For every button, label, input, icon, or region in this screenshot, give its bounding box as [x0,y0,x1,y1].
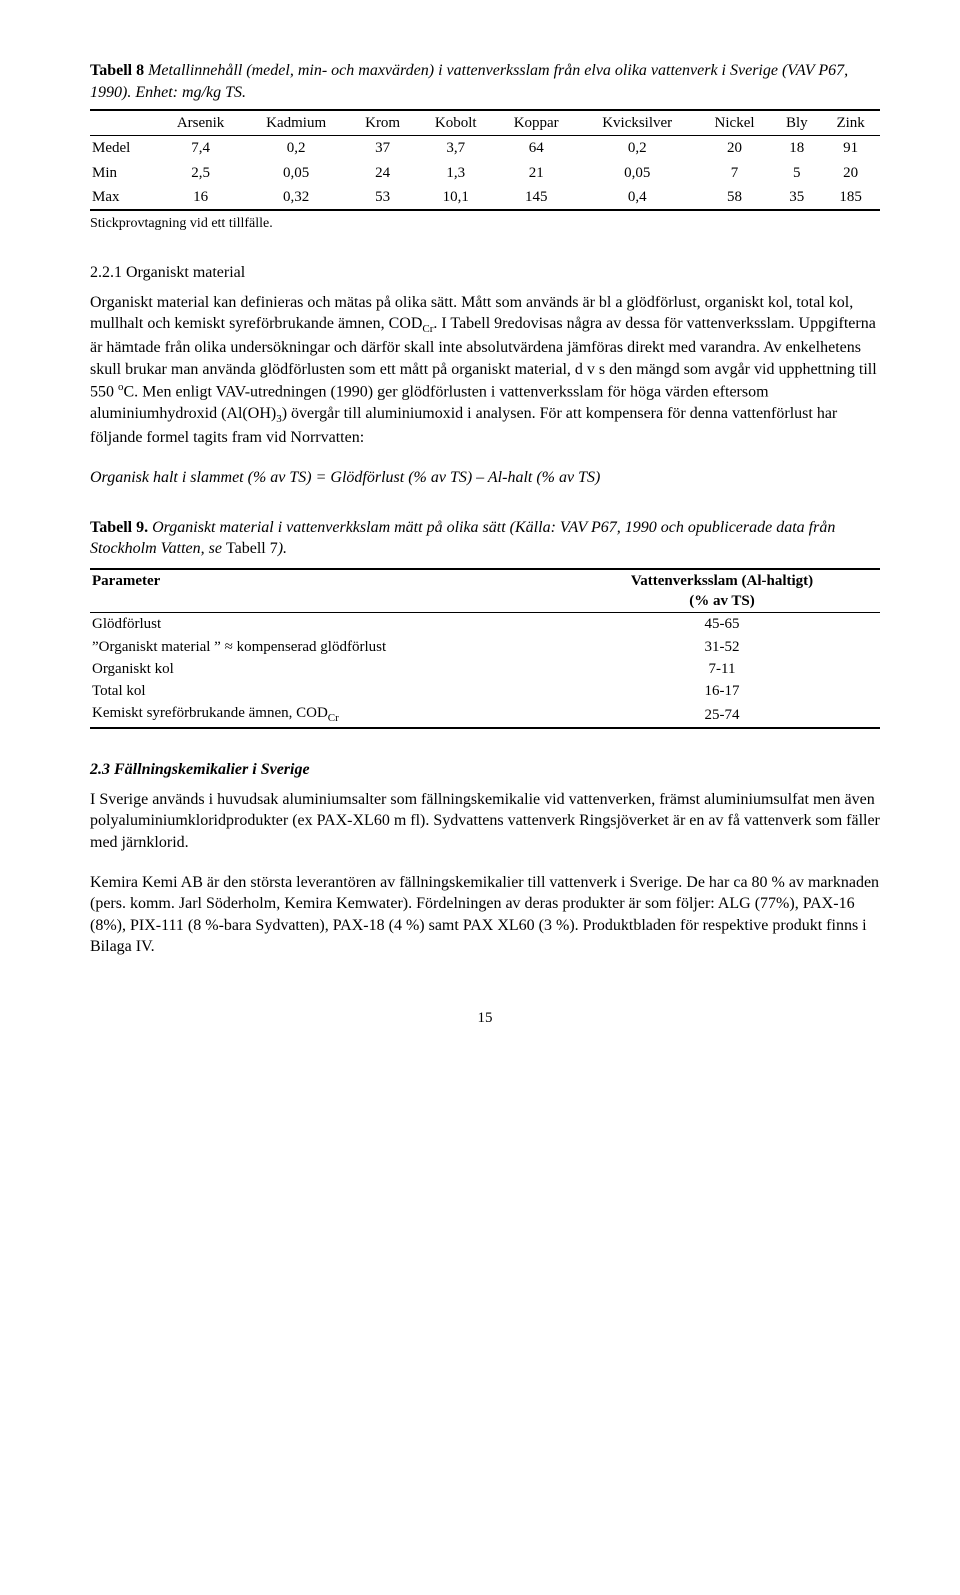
table-cell: Total kol [90,680,564,702]
table8-header-cell: Kobolt [417,110,495,136]
table9-head-parameter: Parameter [90,569,564,613]
table8-header-row: ArsenikKadmiumKromKoboltKopparKvicksilve… [90,110,880,136]
section-221-paragraph: Organiskt material kan definieras och mä… [90,292,880,449]
section-23-heading: 2.3 Fällningskemikalier i Sverige [90,759,880,781]
table8-header-cell: Zink [821,110,880,136]
table-7-ref: Tabell 7 [226,540,278,557]
table-cell: 25-74 [564,702,880,728]
table-cell: 21 [495,161,578,185]
table8-caption-label: Tabell 8 [90,62,144,79]
table-cell: 7-11 [564,658,880,680]
table-cell: 91 [821,136,880,161]
table-cell: 20 [821,161,880,185]
table-cell: 16-17 [564,680,880,702]
table8-caption-text: Metallinnehåll (medel, min- och maxvärde… [90,62,848,101]
table-cell: 2,5 [157,161,243,185]
table-row: Min2,50,05241,3210,057520 [90,161,880,185]
text-run: Vattenverksslam (Al-haltigt) [631,573,813,589]
table-cell: 18 [772,136,821,161]
table-row: Total kol16-17 [90,680,880,702]
table-cell: Max [90,185,157,210]
table9-header-row: Parameter Vattenverksslam (Al-haltigt) (… [90,569,880,613]
table-row: Organiskt kol7-11 [90,658,880,680]
table-cell: 0,2 [244,136,349,161]
table9-caption: Tabell 9. Organiskt material i vattenver… [90,517,880,560]
table-row: ”Organiskt material ” ≈ kompenserad glöd… [90,636,880,658]
table-cell: Kemiskt syreförbrukande ämnen, CODCr [90,702,564,728]
table-cell: Organiskt kol [90,658,564,680]
table9: Parameter Vattenverksslam (Al-haltigt) (… [90,568,880,729]
table-row: Max160,325310,11450,45835185 [90,185,880,210]
table-cell: 37 [348,136,416,161]
table8-caption: Tabell 8 Metallinnehåll (medel, min- och… [90,60,880,103]
table-cell: 0,32 [244,185,349,210]
table-cell: 145 [495,185,578,210]
table8-header-cell: Bly [772,110,821,136]
table-cell: 185 [821,185,880,210]
table-row: Medel7,40,2373,7640,2201891 [90,136,880,161]
table-cell: 5 [772,161,821,185]
subscript-cr: Cr [422,323,433,335]
table-cell: 0,2 [578,136,697,161]
text-run: ). [278,540,287,557]
table8-header-cell: Nickel [697,110,773,136]
formula-organic-content: Organisk halt i slammet (% av TS) = Glöd… [90,467,880,489]
table-cell: 0,05 [244,161,349,185]
text-run: (% av TS) [689,593,755,609]
table-cell: 3,7 [417,136,495,161]
table9-caption-text: Organiskt material i vattenverkkslam mät… [90,519,835,558]
table8: ArsenikKadmiumKromKoboltKopparKvicksilve… [90,109,880,211]
table-cell: 7,4 [157,136,243,161]
table-cell: 20 [697,136,773,161]
table8-header-cell: Krom [348,110,416,136]
table-cell: 58 [697,185,773,210]
page-number: 15 [90,1008,880,1028]
table8-header-cell: Kadmium [244,110,349,136]
table9-caption-label: Tabell 9. [90,519,148,536]
section-23-paragraph-1: I Sverige används i huvudsak aluminiumsa… [90,789,880,854]
table8-header-cell [90,110,157,136]
table9-head-value: Vattenverksslam (Al-haltigt) (% av TS) [564,569,880,613]
table-cell: 10,1 [417,185,495,210]
text-run: Organiskt material i vattenverkkslam mät… [90,519,835,558]
table-cell: 35 [772,185,821,210]
table-cell: Min [90,161,157,185]
section-23-paragraph-2: Kemira Kemi AB är den största leverantör… [90,872,880,958]
table-cell: 16 [157,185,243,210]
table8-header-cell: Arsenik [157,110,243,136]
table-cell: ”Organiskt material ” ≈ kompenserad glöd… [90,636,564,658]
table-cell: 24 [348,161,416,185]
table-cell: 53 [348,185,416,210]
table-cell: 0,4 [578,185,697,210]
table8-header-cell: Koppar [495,110,578,136]
table-cell: Glödförlust [90,613,564,636]
table-cell: 1,3 [417,161,495,185]
table8-header-cell: Kvicksilver [578,110,697,136]
table-cell: 7 [697,161,773,185]
table-row: Kemiskt syreförbrukande ämnen, CODCr25-7… [90,702,880,728]
table-row: Glödförlust45-65 [90,613,880,636]
section-221-heading: 2.2.1 Organiskt material [90,262,880,284]
table-cell: 0,05 [578,161,697,185]
table8-footnote: Stickprovtagning vid ett tillfälle. [90,215,880,234]
table-cell: 31-52 [564,636,880,658]
table-cell: 64 [495,136,578,161]
table-cell: Medel [90,136,157,161]
table-cell: 45-65 [564,613,880,636]
